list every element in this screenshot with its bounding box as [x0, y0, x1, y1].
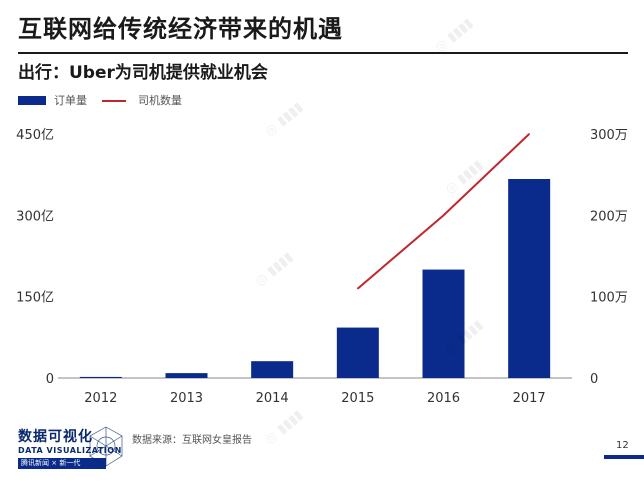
page-title: 互联网给传统经济带来的机遇: [18, 15, 343, 43]
x-tick-label: 2015: [341, 391, 374, 406]
bar-2013: [165, 373, 208, 378]
title-divider: [18, 52, 628, 54]
network-graphic-icon: [89, 426, 123, 467]
y-left-tick-label: 300亿: [16, 209, 54, 224]
bar-2014: [251, 361, 294, 378]
logo-title: 数据可视化: [18, 429, 93, 445]
y-left-tick-label: 150亿: [16, 291, 54, 306]
bar-2016: [422, 269, 465, 378]
driver-count-line: [357, 133, 530, 290]
bar-2012: [79, 376, 122, 378]
page-number: 12: [616, 440, 629, 451]
y-right-tick-label: 300万: [590, 128, 628, 143]
legend-bar-swatch: [18, 96, 46, 105]
bar-2015: [336, 327, 379, 378]
y-right-tick-label: 100万: [590, 291, 628, 306]
x-tick-label: 2014: [256, 391, 289, 406]
driver-point-2017: [528, 133, 530, 135]
legend-label-drivers: 司机数量: [138, 94, 182, 107]
logo-brand-strip: 腾讯新闻 × 新一代: [18, 458, 106, 469]
y-left-tick-label: 450亿: [16, 128, 54, 143]
driver-point-2016: [442, 214, 445, 217]
logo-subtitle: DATA VISUALIZATION: [18, 446, 122, 455]
chart-subtitle: 出行：Uber为司机提供就业机会: [18, 63, 268, 83]
page-accent-bar: [604, 455, 644, 459]
bar-2017: [508, 179, 551, 378]
x-tick-label: 2013: [170, 391, 203, 406]
x-tick-label: 2012: [84, 391, 117, 406]
driver-point-2015: [357, 287, 359, 290]
y-right-tick-label: 200万: [590, 209, 628, 224]
data-source: 数据来源：互联网女皇报告: [132, 435, 252, 446]
y-right-tick-label: 0: [590, 372, 598, 387]
title-area: 互联网给传统经济带来的机遇: [18, 14, 628, 54]
x-tick-label: 2016: [427, 391, 460, 406]
brand-logo: 数据可视化 DATA VISUALIZATION 腾讯新闻 × 新一代: [12, 424, 124, 474]
legend-line-swatch: [102, 100, 126, 102]
x-tick-label: 2017: [513, 391, 546, 406]
y-left-tick-label: 0: [46, 372, 54, 387]
legend-label-orders: 订单量: [54, 94, 87, 107]
